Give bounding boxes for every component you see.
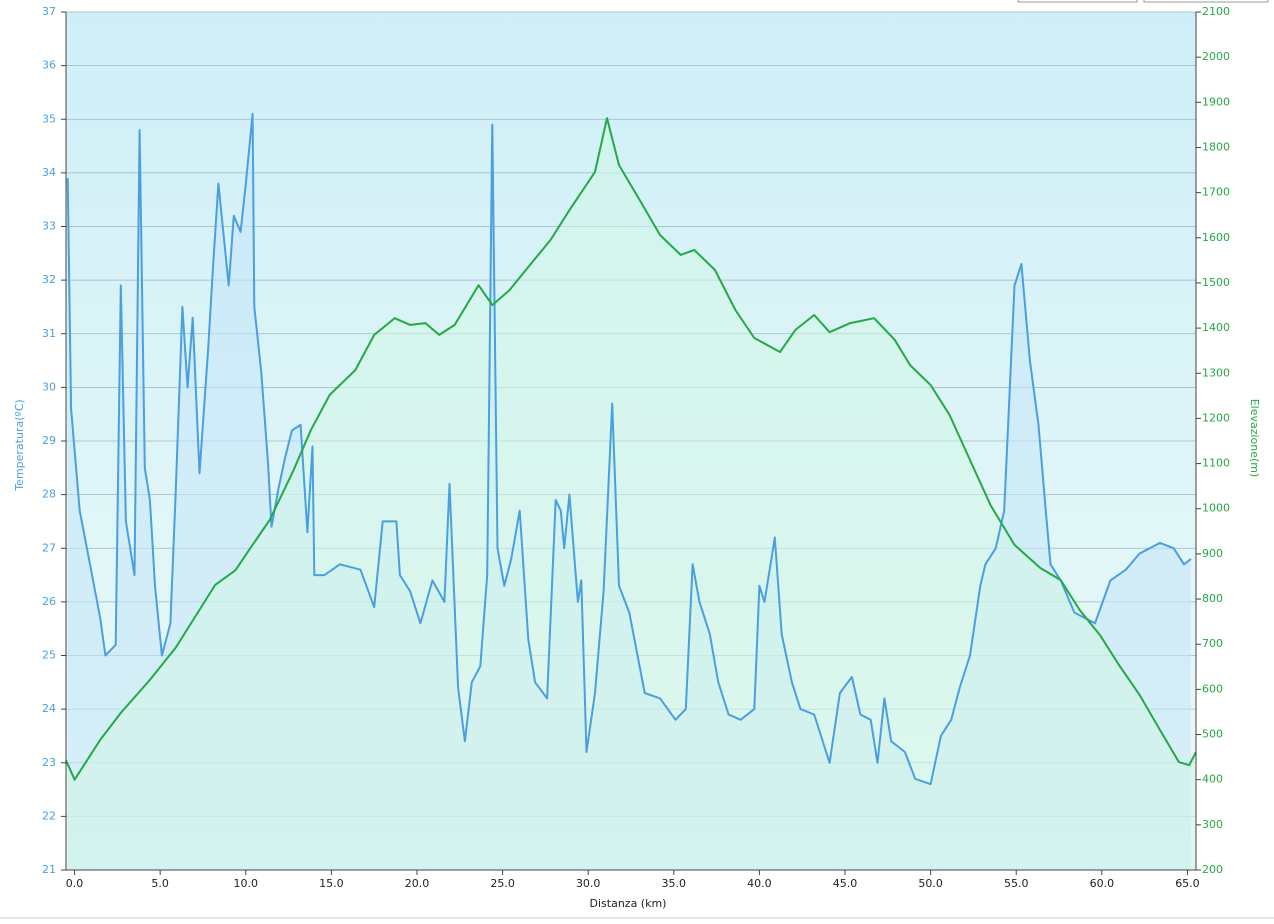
y-tick-label: 37 [42,5,56,18]
y2-tick-label: 400 [1202,773,1223,786]
x-tick-label: 55.0 [1004,877,1029,890]
y-tick-label: 27 [42,541,56,554]
button[interactable] [1017,0,1138,3]
y2-tick-label: 1200 [1202,411,1230,424]
x-tick-label: 10.0 [234,877,259,890]
x-axis-label: Distanza (km) [590,897,667,910]
y2-tick-label: 1800 [1202,140,1230,153]
x-tick-label: 20.0 [405,877,430,890]
x-tick-label: 5.0 [151,877,169,890]
y-tick-label: 28 [42,488,56,501]
y2-tick-label: 1900 [1202,95,1230,108]
y2-tick-label: 600 [1202,682,1223,695]
y2-tick-label: 700 [1202,637,1223,650]
x-tick-label: 50.0 [918,877,943,890]
y-tick-label: 21 [42,863,56,876]
y2-tick-label: 2000 [1202,50,1230,63]
y-axis-label: Temperatura(ºC) [13,399,26,491]
y2-tick-label: 500 [1202,728,1223,741]
y-tick-label: 26 [42,595,56,608]
y-tick-label: 31 [42,327,56,340]
y-tick-label: 36 [42,59,56,72]
x-tick-label: 0.0 [66,877,84,890]
y2-tick-label: 1600 [1202,231,1230,244]
y-tick-label: 30 [42,380,56,393]
y2-tick-label: 800 [1202,592,1223,605]
x-tick-label: 25.0 [490,877,515,890]
y-tick-label: 24 [42,702,56,715]
series-line [66,112,1192,786]
y-tick-label: 32 [42,273,56,286]
y2-tick-label: 1300 [1202,366,1230,379]
y2-tick-label: 1500 [1202,276,1230,289]
y2-tick-label: 900 [1202,547,1223,560]
x-tick-label: 45.0 [833,877,858,890]
button[interactable] [1143,0,1269,3]
plot [65,11,1197,871]
y-tick-label: 35 [42,112,56,125]
y-tick-label: 33 [42,220,56,233]
y2-tick-label: 300 [1202,818,1223,831]
y-tick-label: 23 [42,756,56,769]
x-tick-label: 60.0 [1090,877,1115,890]
series-area [66,118,1196,871]
y2-tick-label: 1100 [1202,457,1230,470]
y2-axis-label: Elevazione(m) [1248,399,1261,478]
y2-tick-label: 1000 [1202,502,1230,515]
y-tick-label: 22 [42,809,56,822]
x-tick-label: 65.0 [1175,877,1200,890]
y2-tick-label: 2100 [1202,5,1230,18]
x-tick-label: 15.0 [319,877,344,890]
y2-tick-label: 1400 [1202,321,1230,334]
y-tick-label: 34 [42,166,56,179]
y2-tick-label: 200 [1202,863,1223,876]
series-line [65,117,1197,781]
y-tick-label: 29 [42,434,56,447]
y2-tick-label: 1700 [1202,186,1230,199]
x-tick-label: 35.0 [662,877,687,890]
x-tick-label: 40.0 [747,877,772,890]
x-tick-label: 30.0 [576,877,601,890]
y-tick-label: 25 [42,649,56,662]
